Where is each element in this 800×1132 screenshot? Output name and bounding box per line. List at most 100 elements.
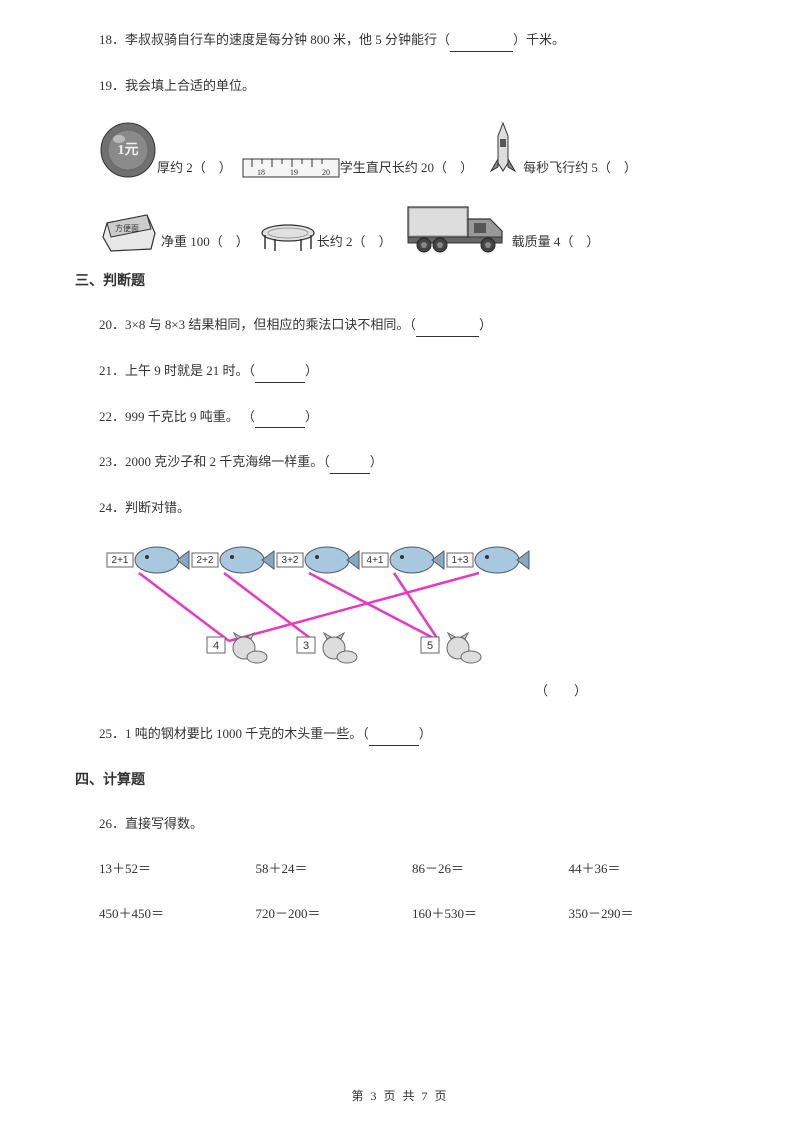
noodle-box-icon: 方便面 <box>99 209 161 253</box>
q19-ruler-item: 18 19 20 学生直尺长约 20（ ） <box>242 157 473 179</box>
q21-blank[interactable] <box>255 361 305 383</box>
q19-intro: 我会填上合适的单位。 <box>125 78 255 93</box>
rocket-label-after: ） <box>624 158 637 179</box>
fish-matching-diagram: 2+1 2+2 3+2 4+1 1+3 <box>99 533 559 673</box>
q21-num: 21． <box>99 363 125 378</box>
calc-1-4: 44＋36＝ <box>569 859 726 880</box>
rocket-blank[interactable] <box>611 158 624 179</box>
q23-num: 23． <box>99 454 125 469</box>
coin-icon: 1元 <box>99 121 157 179</box>
question-23: 23．2000 克沙子和 2 千克海绵一样重。（ ） <box>75 452 725 474</box>
svg-text:4+1: 4+1 <box>367 555 384 566</box>
q24-num: 24． <box>99 500 125 515</box>
q20-num: 20． <box>99 317 125 332</box>
q22-after: ） <box>305 409 318 424</box>
svg-text:19: 19 <box>290 168 298 177</box>
q18-text-before: 李叔叔骑自行车的速度是每分钟 800 米，他 5 分钟能行（ <box>125 32 450 47</box>
q25-after: ） <box>419 726 432 741</box>
q18-blank[interactable] <box>450 30 513 52</box>
q24-text: 判断对错。 <box>125 500 190 515</box>
truck-blank[interactable] <box>573 232 586 253</box>
svg-text:1+3: 1+3 <box>452 555 469 566</box>
calc-2-2: 720－200＝ <box>256 904 413 925</box>
svg-text:5: 5 <box>427 640 433 652</box>
truck-label-after: ） <box>586 232 599 253</box>
q20-after: ） <box>479 317 492 332</box>
question-19: 19．我会填上合适的单位。 <box>75 76 725 97</box>
truck-label-before: 载质量 4（ <box>512 232 574 253</box>
bench-label-before: 长约 2（ <box>317 232 366 253</box>
svg-text:18: 18 <box>257 168 265 177</box>
q23-after: ） <box>370 454 383 469</box>
q24-paren-close: ） <box>574 683 587 698</box>
question-20: 20．3×8 与 8×3 结果相同，但相应的乘法口诀不相同。（ ） <box>75 315 725 337</box>
q25-text: 1 吨的钢材要比 1000 千克的木头重一些。（ <box>125 726 369 741</box>
calc-2-3: 160＋530＝ <box>412 904 569 925</box>
q25-num: 25． <box>99 726 125 741</box>
noodle-label-after: ） <box>236 232 249 253</box>
q22-text: 999 千克比 9 吨重。 （ <box>125 409 255 424</box>
q24-answer-area: （ ） <box>75 681 725 702</box>
coin-label-after: ） <box>219 158 232 179</box>
ruler-icon: 18 19 20 <box>242 157 340 179</box>
svg-text:3: 3 <box>303 640 309 652</box>
q21-after: ） <box>305 363 318 378</box>
q18-text-after: ）千米。 <box>513 32 565 47</box>
calc-row-1: 13＋52＝ 58＋24＝ 86－26＝ 44＋36＝ <box>75 859 725 880</box>
q19-num: 19． <box>99 78 125 93</box>
question-18: 18．李叔叔骑自行车的速度是每分钟 800 米，他 5 分钟能行（ ）千米。 <box>75 30 725 52</box>
q19-noodle-item: 方便面 净重 100（ ） <box>99 209 249 253</box>
q23-text: 2000 克沙子和 2 千克海绵一样重。（ <box>125 454 330 469</box>
section-3-header: 三、判断题 <box>75 271 725 293</box>
q19-truck-item: 载质量 4（ ） <box>402 195 600 253</box>
q20-blank[interactable] <box>416 315 479 337</box>
ruler-label-after: ） <box>460 158 473 179</box>
calc-row-2: 450＋450＝ 720－200＝ 160＋530＝ 350－290＝ <box>75 904 725 925</box>
noodle-blank[interactable] <box>223 232 236 253</box>
ruler-blank[interactable] <box>447 158 460 179</box>
svg-text:2+1: 2+1 <box>112 555 129 566</box>
svg-text:3+2: 3+2 <box>282 555 299 566</box>
svg-text:1元: 1元 <box>118 142 139 158</box>
question-25: 25．1 吨的钢材要比 1000 千克的木头重一些。（ ） <box>75 724 725 746</box>
cat-group: 4 3 5 <box>207 633 481 663</box>
q19-row2: 方便面 净重 100（ ） 长约 2（ ） <box>75 195 725 253</box>
q22-num: 22． <box>99 409 125 424</box>
question-21: 21．上午 9 时就是 21 时。（ ） <box>75 361 725 383</box>
q20-text: 3×8 与 8×3 结果相同，但相应的乘法口诀不相同。（ <box>125 317 416 332</box>
svg-text:4: 4 <box>213 640 219 652</box>
bench-label-after: ） <box>379 232 392 253</box>
calc-2-4: 350－290＝ <box>569 904 726 925</box>
rocket-icon <box>483 121 523 179</box>
coin-label-before: 厚约 2（ <box>157 158 206 179</box>
page-footer: 第 3 页 共 7 页 <box>0 1087 800 1106</box>
coin-blank[interactable] <box>206 158 219 179</box>
bench-blank[interactable] <box>366 232 379 253</box>
question-22: 22．999 千克比 9 吨重。 （ ） <box>75 407 725 429</box>
calc-2-1: 450＋450＝ <box>99 904 256 925</box>
ruler-label-before: 学生直尺长约 20（ <box>340 158 447 179</box>
q19-row1: 1元 厚约 2（ ） 18 19 20 学生直尺长约 20（ ） <box>75 121 725 179</box>
q21-text: 上午 9 时就是 21 时。（ <box>125 363 255 378</box>
svg-text:方便面: 方便面 <box>115 223 139 233</box>
svg-text:2+2: 2+2 <box>197 555 214 566</box>
bench-icon <box>259 221 317 253</box>
q23-blank[interactable] <box>330 452 370 474</box>
q24-paren-open: （ <box>535 683 548 698</box>
q18-num: 18． <box>99 32 125 47</box>
q19-rocket-item: 每秒飞行约 5（ ） <box>483 121 637 179</box>
calc-1-2: 58＋24＝ <box>256 859 413 880</box>
section-4-header: 四、计算题 <box>75 770 725 792</box>
question-24: 24．判断对错。 <box>75 498 725 519</box>
q25-blank[interactable] <box>369 724 419 746</box>
q24-blank[interactable] <box>548 683 574 698</box>
q26-num: 26． <box>99 816 125 831</box>
noodle-label-before: 净重 100（ <box>161 232 223 253</box>
q19-bench-item: 长约 2（ ） <box>259 221 392 253</box>
rocket-label-before: 每秒飞行约 5（ <box>523 158 611 179</box>
q22-blank[interactable] <box>255 407 305 429</box>
svg-text:20: 20 <box>322 168 330 177</box>
calc-1-3: 86－26＝ <box>412 859 569 880</box>
q19-coin-item: 1元 厚约 2（ ） <box>99 121 232 179</box>
q26-text: 直接写得数。 <box>125 816 203 831</box>
